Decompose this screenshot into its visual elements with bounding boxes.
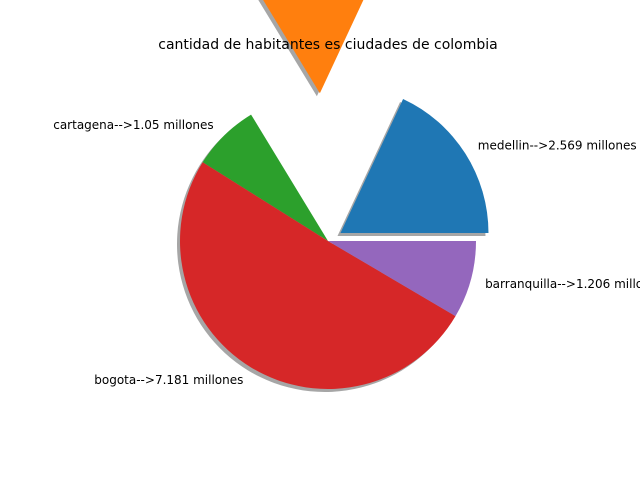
slice-label-cartagena: cartagena-->1.05 millones (53, 118, 213, 132)
pie-slice-medellin (340, 98, 489, 234)
slice-label-bogota: bogota-->7.181 millones (94, 373, 243, 387)
pie-slice-cali (263, 0, 364, 94)
pie-slice-barranquilla (328, 241, 476, 317)
pie-slices (180, 0, 489, 389)
slice-label-barranquilla: barranquilla-->1.206 millones (485, 277, 640, 291)
slice-labels: medellin-->2.569 millones cartagena-->1.0… (53, 118, 640, 387)
chart-title: cantidad de habitantes es ciudades de co… (158, 37, 498, 53)
slice-label-medellin: medellin-->2.569 millones (478, 139, 637, 153)
pie-slice-cartagena (202, 114, 328, 241)
pie-slice-bogota (180, 162, 456, 389)
